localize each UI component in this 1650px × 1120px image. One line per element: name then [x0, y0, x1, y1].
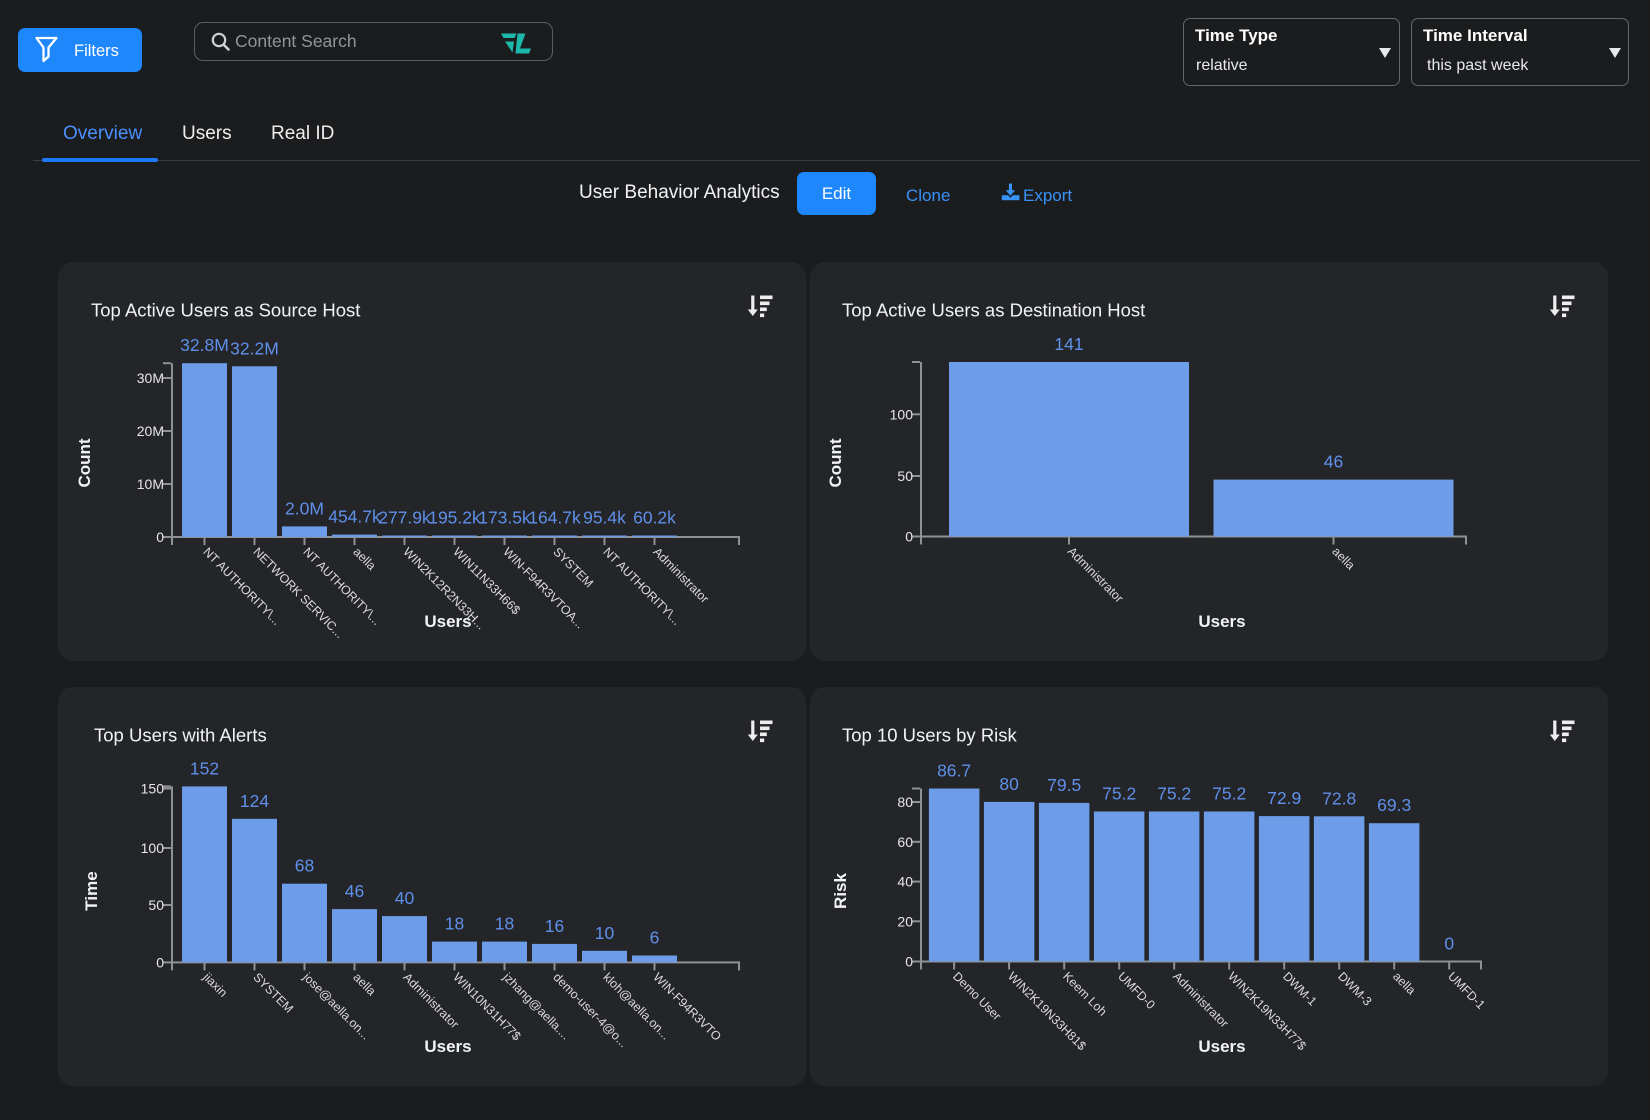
svg-text:32.2M: 32.2M: [230, 338, 279, 358]
svg-text:195.2k: 195.2k: [428, 508, 481, 528]
svg-text:173.5k: 173.5k: [478, 508, 531, 528]
svg-text:40: 40: [897, 874, 913, 890]
svg-text:16: 16: [545, 916, 564, 936]
svg-text:60: 60: [897, 834, 913, 850]
svg-text:100: 100: [141, 840, 165, 856]
svg-text:DWM-1: DWM-1: [1280, 969, 1319, 1008]
svg-text:DWM-3: DWM-3: [1335, 969, 1374, 1008]
svg-text:18: 18: [445, 914, 464, 934]
svg-text:454.7k: 454.7k: [328, 507, 381, 527]
svg-text:0: 0: [905, 954, 913, 970]
svg-text:NETWORK SERVIC...: NETWORK SERVIC...: [250, 545, 346, 641]
svg-text:0: 0: [156, 954, 164, 970]
svg-text:124: 124: [240, 791, 269, 811]
svg-text:60.2k: 60.2k: [633, 508, 676, 528]
svg-text:72.9: 72.9: [1267, 788, 1301, 808]
svg-text:SYSTEM: SYSTEM: [250, 970, 296, 1016]
svg-text:46: 46: [1324, 452, 1343, 472]
svg-text:Top Active Users as Source Hos: Top Active Users as Source Host: [91, 300, 360, 321]
svg-text:Time: Time: [82, 871, 101, 910]
svg-text:50: 50: [148, 897, 164, 913]
svg-text:Count: Count: [75, 438, 94, 487]
svg-text:10M: 10M: [137, 476, 164, 492]
svg-text:aella: aella: [1390, 969, 1418, 997]
svg-text:Count: Count: [826, 438, 845, 487]
svg-text:Users: Users: [424, 612, 471, 631]
svg-text:30M: 30M: [137, 370, 164, 386]
svg-text:150: 150: [141, 781, 165, 797]
svg-text:Users: Users: [1198, 1037, 1245, 1056]
svg-text:Filters: Filters: [74, 42, 119, 60]
svg-text:75.2: 75.2: [1102, 784, 1136, 804]
svg-text:20: 20: [897, 913, 913, 929]
svg-text:32.8M: 32.8M: [180, 335, 229, 355]
svg-text:18: 18: [495, 914, 514, 934]
svg-text:40: 40: [395, 888, 415, 908]
svg-text:100: 100: [890, 406, 914, 422]
svg-text:164.7k: 164.7k: [528, 508, 581, 528]
svg-text:75.2: 75.2: [1212, 784, 1246, 804]
svg-text:aella: aella: [350, 970, 378, 998]
svg-text:10: 10: [595, 923, 615, 943]
svg-text:Demo User: Demo User: [950, 969, 1004, 1023]
svg-text:Top 10 Users by Risk: Top 10 Users by Risk: [842, 725, 1018, 746]
svg-text:141: 141: [1054, 334, 1083, 354]
svg-text:69.3: 69.3: [1377, 795, 1411, 815]
svg-text:Top Active Users as Destinatio: Top Active Users as Destination Host: [842, 300, 1145, 321]
svg-text:6: 6: [650, 928, 660, 948]
svg-text:50: 50: [897, 468, 913, 484]
svg-text:277.9k: 277.9k: [378, 508, 431, 528]
svg-text:Administrator: Administrator: [1170, 969, 1231, 1030]
svg-text:UMFD-0: UMFD-0: [1115, 969, 1158, 1012]
svg-text:Top Users with Alerts: Top Users with Alerts: [94, 725, 267, 746]
svg-text:Users: Users: [1198, 612, 1245, 631]
svg-text:68: 68: [295, 856, 314, 876]
svg-text:Keem Loh: Keem Loh: [1060, 969, 1110, 1019]
svg-text:UMFD-1: UMFD-1: [1445, 969, 1488, 1012]
svg-text:75.2: 75.2: [1157, 784, 1191, 804]
svg-text:Administrator: Administrator: [1065, 544, 1126, 605]
svg-text:20M: 20M: [137, 423, 164, 439]
svg-text:79.5: 79.5: [1047, 775, 1081, 795]
svg-text:86.7: 86.7: [937, 761, 971, 781]
svg-text:0: 0: [905, 529, 913, 545]
svg-text:Users: Users: [424, 1037, 471, 1056]
svg-text:0: 0: [156, 529, 164, 545]
svg-text:80: 80: [999, 774, 1019, 794]
svg-text:aella: aella: [350, 545, 378, 573]
svg-text:Risk: Risk: [831, 873, 850, 909]
svg-text:jiaxin: jiaxin: [200, 969, 231, 1000]
svg-text:95.4k: 95.4k: [583, 508, 626, 528]
svg-text:152: 152: [190, 758, 219, 778]
svg-text:46: 46: [345, 881, 364, 901]
svg-text:aella: aella: [1329, 544, 1357, 572]
svg-text:72.8: 72.8: [1322, 788, 1356, 808]
svg-text:2.0M: 2.0M: [285, 498, 324, 518]
svg-text:Content Search: Content Search: [235, 31, 357, 51]
svg-text:80: 80: [897, 794, 913, 810]
svg-text:0: 0: [1444, 934, 1454, 954]
svg-text:SYSTEM: SYSTEM: [550, 545, 596, 591]
